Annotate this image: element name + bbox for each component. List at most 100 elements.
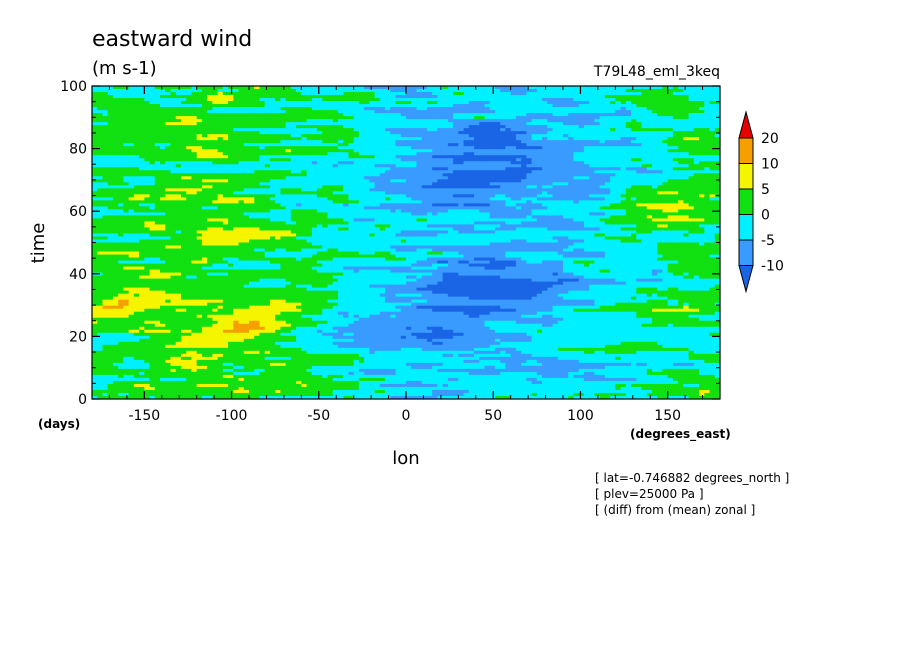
field-cell <box>212 122 219 126</box>
field-cell <box>379 125 386 129</box>
field-cell <box>154 98 161 102</box>
field-cell <box>651 116 658 120</box>
field-cell <box>102 95 109 99</box>
field-cell <box>385 86 391 90</box>
field-cell <box>264 86 271 90</box>
field-cell <box>547 125 554 129</box>
field-cell <box>249 95 255 99</box>
field-cell <box>191 116 198 120</box>
field-cell <box>458 122 465 126</box>
field-cell <box>191 92 198 96</box>
field-cell <box>458 89 465 93</box>
field-cell <box>714 110 720 114</box>
field-cell <box>306 89 313 93</box>
field-cell <box>573 119 580 123</box>
field-cell <box>191 113 198 117</box>
field-cell <box>217 110 224 114</box>
field-cell <box>468 125 475 129</box>
field-cell <box>170 122 177 126</box>
field-cell <box>411 92 418 96</box>
field-cell <box>118 107 124 111</box>
field-cell <box>385 101 391 105</box>
field-cell <box>107 95 114 99</box>
field-cell <box>280 86 287 90</box>
field-cell <box>165 122 172 126</box>
field-cell <box>568 101 575 105</box>
field-cell <box>238 113 245 117</box>
field-cell <box>426 89 433 93</box>
field-cell <box>699 125 705 129</box>
field-cell <box>494 101 501 105</box>
field-cell <box>552 95 559 99</box>
field-cell <box>688 110 695 114</box>
field-cell <box>526 110 533 114</box>
field-cell <box>207 116 213 120</box>
field-cell <box>107 92 114 96</box>
field-cell <box>337 98 344 102</box>
field-cell <box>474 116 480 120</box>
field-cell <box>306 86 313 90</box>
field-cell <box>426 125 433 129</box>
field-cell <box>112 128 119 132</box>
field-cell <box>306 104 313 108</box>
field-cell <box>651 113 658 117</box>
field-cell <box>521 113 527 117</box>
field-cell <box>144 86 151 90</box>
field-cell <box>369 101 376 105</box>
field-cell <box>625 116 632 120</box>
field-cell <box>526 119 533 123</box>
field-cell <box>175 89 182 93</box>
field-cell <box>97 98 104 102</box>
field-cell <box>631 110 637 114</box>
field-cell <box>353 104 360 108</box>
field-cell <box>557 113 564 117</box>
field-cell <box>180 98 187 102</box>
field-cell <box>358 125 365 129</box>
field-cell <box>463 89 470 93</box>
field-cell <box>112 101 119 105</box>
field-cell <box>426 92 433 96</box>
chart-title: eastward wind <box>92 27 252 52</box>
field-cell <box>165 98 172 102</box>
field-cell <box>233 125 240 129</box>
field-cell <box>186 89 193 93</box>
field-cell <box>678 104 684 108</box>
field-cell <box>531 95 538 99</box>
field-cell <box>160 98 166 102</box>
field-cell <box>479 125 486 129</box>
field-cell <box>311 125 318 129</box>
field-cell <box>243 86 250 90</box>
field-cell <box>285 122 292 126</box>
field-cell <box>186 98 193 102</box>
field-cell <box>515 122 522 126</box>
field-cell <box>317 92 323 96</box>
field-cell <box>453 113 459 117</box>
field-cell <box>222 92 229 96</box>
field-cell <box>233 101 240 105</box>
field-cell <box>604 89 611 93</box>
field-cell <box>306 110 313 114</box>
field-cell <box>358 98 365 102</box>
field-cell <box>437 95 444 99</box>
field-cell <box>217 125 224 129</box>
field-cell <box>453 125 459 129</box>
field-cell <box>144 95 151 99</box>
field-cell <box>458 104 465 108</box>
field-cell <box>437 107 444 111</box>
field-cell <box>327 119 334 123</box>
field-cell <box>693 119 700 123</box>
field-cell <box>149 107 156 111</box>
field-cell <box>259 95 266 99</box>
field-cell <box>578 119 585 123</box>
field-cell <box>379 98 386 102</box>
field-cell <box>385 125 391 129</box>
field-cell <box>510 86 517 90</box>
field-cell <box>92 86 98 90</box>
field-cell <box>196 95 203 99</box>
field-cell <box>165 113 172 117</box>
field-cell <box>311 101 318 105</box>
field-cell <box>667 122 674 126</box>
field-cell <box>646 86 653 90</box>
field-cell <box>442 92 449 96</box>
field-cell <box>212 86 219 90</box>
